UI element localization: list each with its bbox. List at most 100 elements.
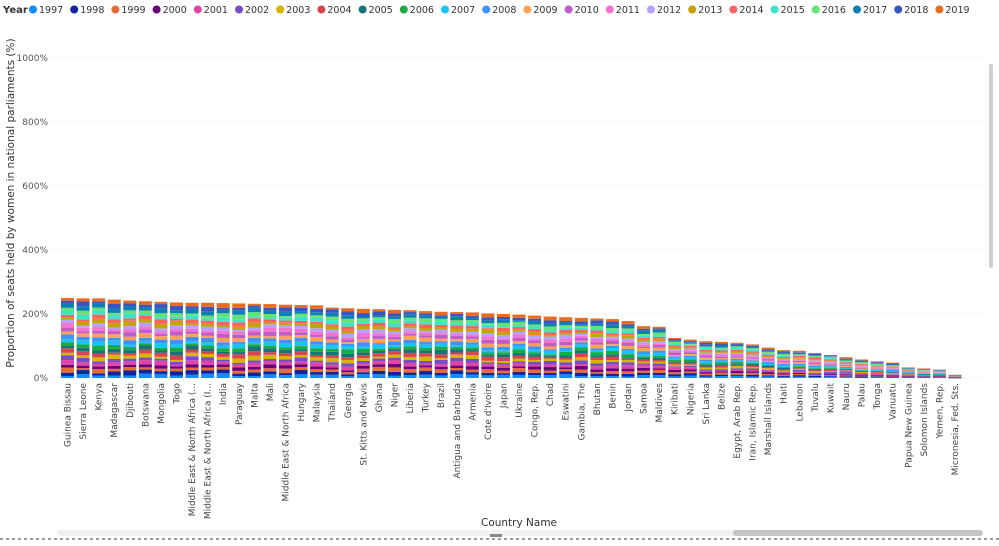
bar-segment[interactable]	[574, 360, 588, 365]
bar-segment[interactable]	[185, 370, 199, 375]
bar-segment[interactable]	[714, 345, 728, 348]
bar-segment[interactable]	[839, 366, 853, 368]
bar-segment[interactable]	[823, 365, 837, 367]
bar-segment[interactable]	[325, 374, 339, 378]
bar-stack-Eswatini[interactable]	[559, 317, 573, 378]
bar-segment[interactable]	[512, 321, 526, 326]
bar-segment[interactable]	[559, 367, 573, 370]
bar-segment[interactable]	[886, 362, 900, 364]
bar-segment[interactable]	[528, 338, 542, 341]
bar-segment[interactable]	[92, 333, 106, 338]
bar-segment[interactable]	[777, 365, 791, 367]
bar-segment[interactable]	[372, 353, 386, 357]
bar-stack-Thailand[interactable]	[325, 307, 339, 378]
bar-segment[interactable]	[419, 356, 433, 361]
bar-segment[interactable]	[465, 369, 479, 373]
bar-segment[interactable]	[683, 369, 697, 372]
bar-segment[interactable]	[886, 363, 900, 365]
bar-segment[interactable]	[138, 326, 152, 330]
bar-segment[interactable]	[356, 313, 370, 317]
bar-segment[interactable]	[201, 320, 215, 324]
bar-segment[interactable]	[917, 373, 931, 374]
bar-segment[interactable]	[247, 316, 261, 319]
bar-segment[interactable]	[481, 324, 495, 329]
bar-segment[interactable]	[107, 308, 121, 313]
bar-segment[interactable]	[294, 316, 308, 321]
bar-segment[interactable]	[403, 352, 417, 358]
bar-segment[interactable]	[294, 364, 308, 368]
bar-segment[interactable]	[496, 361, 510, 363]
bar-segment[interactable]	[232, 367, 246, 371]
bar-segment[interactable]	[434, 318, 448, 322]
bar-segment[interactable]	[699, 372, 713, 374]
bar-segment[interactable]	[528, 375, 542, 378]
bar-segment[interactable]	[652, 350, 666, 353]
bar-segment[interactable]	[419, 360, 433, 364]
bar-segment[interactable]	[216, 337, 230, 343]
bar-segment[interactable]	[76, 310, 90, 315]
bar-segment[interactable]	[917, 370, 931, 372]
bar-segment[interactable]	[574, 369, 588, 373]
bar-segment[interactable]	[496, 326, 510, 328]
bar-segment[interactable]	[341, 359, 355, 364]
bar-segment[interactable]	[372, 333, 386, 336]
bar-segment[interactable]	[185, 360, 199, 365]
bar-segment[interactable]	[325, 312, 339, 317]
bar-segment[interactable]	[559, 338, 573, 342]
bar-segment[interactable]	[185, 313, 199, 316]
bar-segment[interactable]	[450, 325, 464, 329]
bar-segment[interactable]	[294, 337, 308, 342]
bar-segment[interactable]	[76, 327, 90, 332]
bar-segment[interactable]	[621, 368, 635, 372]
bar-segment[interactable]	[169, 320, 183, 326]
bar-segment[interactable]	[232, 343, 246, 349]
bar-segment[interactable]	[387, 357, 401, 361]
bar-segment[interactable]	[356, 342, 370, 347]
bar-segment[interactable]	[325, 336, 339, 340]
legend-label-2005[interactable]: 2005	[369, 5, 393, 16]
bar-segment[interactable]	[730, 371, 744, 373]
bar-segment[interactable]	[746, 363, 760, 366]
bar-segment[interactable]	[605, 321, 619, 325]
bar-segment[interactable]	[341, 326, 355, 331]
bar-segment[interactable]	[403, 359, 417, 364]
bar-segment[interactable]	[761, 354, 775, 357]
bar-segment[interactable]	[419, 344, 433, 348]
bar-segment[interactable]	[263, 307, 277, 311]
bar-segment[interactable]	[294, 313, 308, 317]
bar-segment[interactable]	[917, 376, 931, 377]
bar-segment[interactable]	[590, 369, 604, 373]
bar-segment[interactable]	[855, 367, 869, 368]
bar-segment[interactable]	[419, 330, 433, 333]
bar-stack-Tuvalu[interactable]	[808, 353, 822, 378]
bar-segment[interactable]	[154, 331, 168, 334]
bar-segment[interactable]	[403, 339, 417, 344]
bar-segment[interactable]	[901, 372, 915, 373]
bar-segment[interactable]	[746, 372, 760, 375]
bar-segment[interactable]	[792, 372, 806, 375]
bar-segment[interactable]	[278, 327, 292, 332]
bar-segment[interactable]	[76, 362, 90, 366]
bar-segment[interactable]	[154, 360, 168, 366]
bar-segment[interactable]	[746, 349, 760, 352]
bar-segment[interactable]	[107, 368, 121, 372]
bar-segment[interactable]	[138, 314, 152, 316]
bar-segment[interactable]	[310, 305, 324, 309]
bar-segment[interactable]	[434, 324, 448, 328]
bar-segment[interactable]	[263, 361, 277, 365]
bar-segment[interactable]	[247, 351, 261, 356]
bar-segment[interactable]	[107, 303, 121, 309]
bar-segment[interactable]	[855, 360, 869, 362]
bar-segment[interactable]	[138, 310, 152, 315]
bar-segment[interactable]	[481, 317, 495, 321]
bar-segment[interactable]	[232, 370, 246, 374]
bar-segment[interactable]	[839, 371, 853, 373]
bar-segment[interactable]	[823, 362, 837, 364]
legend-label-2011[interactable]: 2011	[616, 5, 640, 16]
bar-segment[interactable]	[823, 372, 837, 374]
bar-segment[interactable]	[823, 358, 837, 360]
bar-segment[interactable]	[169, 305, 183, 311]
bar-segment[interactable]	[185, 319, 199, 324]
bar-segment[interactable]	[232, 326, 246, 330]
bar-segment[interactable]	[808, 374, 822, 376]
